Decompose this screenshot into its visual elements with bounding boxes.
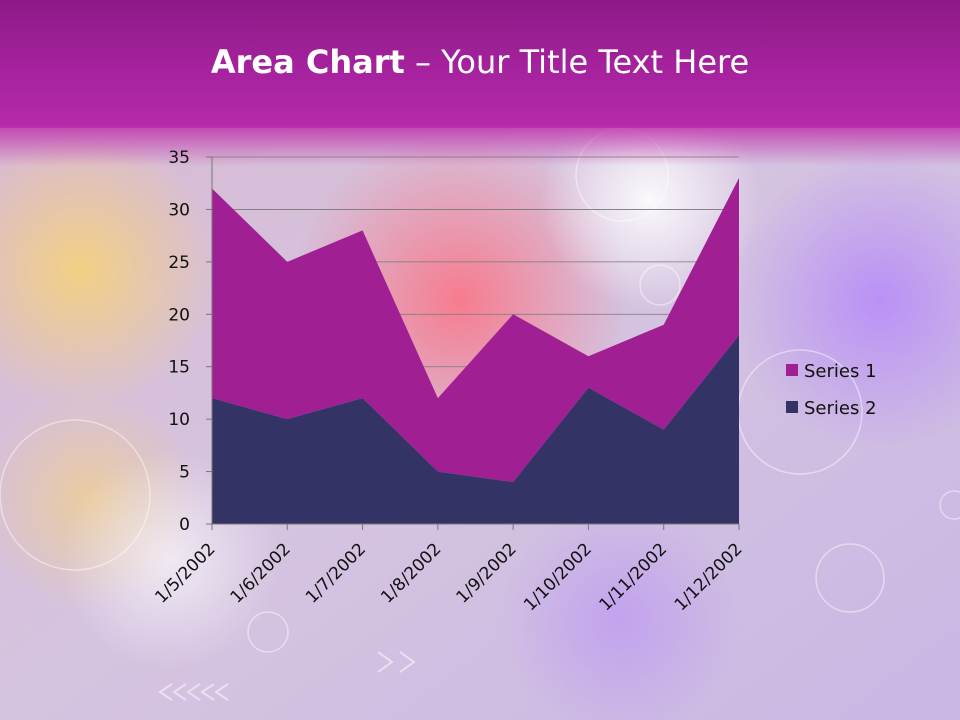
chart-areas: [212, 177, 739, 524]
chart-legend: Series 1 Series 2: [786, 361, 877, 419]
chart-axes: [206, 156, 740, 530]
x-axis-ticks: 1/5/2002 1/6/2002 1/7/2002 1/8/2002 1/9/2002…: [151, 539, 746, 615]
area-series-1: [212, 177, 739, 483]
title-rest: – Your Title Text Here: [404, 43, 750, 81]
y-tick-label: 35: [168, 148, 190, 168]
header-fade: [0, 126, 960, 166]
y-tick-label: 15: [168, 358, 190, 378]
legend-swatch: [786, 401, 798, 413]
title-bold: Area Chart: [210, 43, 405, 81]
area-series-2: [212, 335, 739, 524]
x-tick-label: 1/7/2002: [302, 539, 370, 607]
y-tick-label: 20: [168, 305, 190, 325]
y-tick-label: 10: [168, 410, 190, 430]
legend-label: Series 1: [804, 361, 877, 382]
slide-title: Area Chart – Your Title Text Here: [0, 40, 960, 84]
y-tick-label: 25: [168, 253, 190, 273]
y-tick-label: 0: [179, 515, 190, 535]
x-tick-label: 1/9/2002: [453, 539, 521, 607]
y-tick-label: 5: [179, 463, 190, 483]
x-tick-label: 1/8/2002: [377, 539, 445, 607]
slide-header: [0, 0, 960, 128]
x-tick-label: 1/10/2002: [520, 539, 596, 615]
legend-swatch: [786, 364, 798, 376]
x-tick-label: 1/5/2002: [151, 539, 219, 607]
y-axis-ticks: 0 5 10 15 20 25 30 35: [168, 148, 190, 535]
x-tick-label: 1/11/2002: [595, 539, 671, 615]
legend-label: Series 2: [804, 398, 877, 419]
x-tick-label: 1/6/2002: [227, 539, 295, 607]
y-tick-label: 30: [168, 200, 190, 220]
x-tick-label: 1/12/2002: [671, 539, 747, 615]
